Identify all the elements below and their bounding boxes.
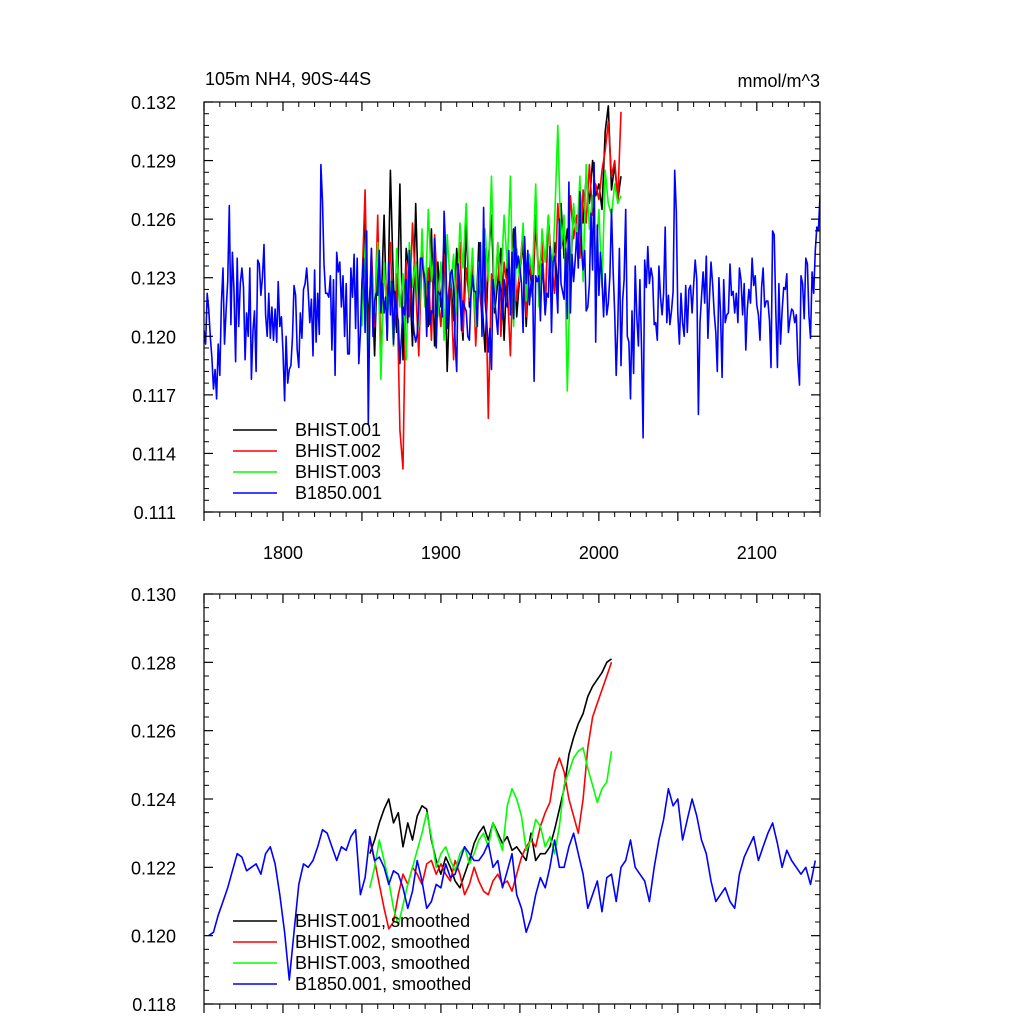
y-tick-label: 0.124: [131, 790, 176, 810]
series-group: [208, 658, 817, 981]
y-tick-label: 0.120: [131, 927, 176, 947]
legend-label: BHIST.002, smoothed: [295, 932, 470, 952]
legend-label: BHIST.001: [295, 420, 381, 440]
y-tick-label: 0.132: [131, 93, 176, 113]
units-label: mmol/m^3: [738, 71, 820, 91]
x-tick-label: 2100: [737, 543, 777, 563]
series-line-2: [369, 746, 613, 927]
y-tick-label: 0.128: [131, 653, 176, 673]
legend-label: BHIST.003, smoothed: [295, 953, 470, 973]
x-tick-label: 1900: [421, 543, 461, 563]
y-tick-label: 0.126: [131, 210, 176, 230]
y-tick-label: 0.120: [131, 327, 176, 347]
y-tick-label: 0.111: [134, 503, 176, 523]
series-group: [204, 105, 820, 470]
series-line-3: [204, 161, 820, 439]
legend-label: BHIST.002: [295, 441, 381, 461]
legend-label: B1850.001, smoothed: [295, 974, 471, 994]
bottom-panel: 0.118 0.120 0.122 0.124 0.126 0.128 0.130 BHIS…: [131, 585, 821, 1015]
plot-frame: [203, 101, 821, 513]
x-tick-label: 1800: [263, 543, 303, 563]
y-tick-label: 0.114: [132, 444, 176, 464]
legend-label: BHIST.003: [295, 462, 381, 482]
y-tick-label: 0.129: [131, 152, 176, 172]
top-panel: 105m NH4, 90S-44S mmol/m^3 0.1110.1140.1…: [131, 69, 821, 563]
series-line-2: [361, 124, 622, 392]
series-line-3: [208, 787, 817, 981]
y-tick-label: 0.118: [132, 995, 176, 1015]
y-tick-label: 0.122: [131, 858, 176, 878]
axes: 0.111 0.114 0.117 0.120 0.123 0.126 0.129 0.132…: [131, 93, 821, 563]
legend-label: BHIST.001, smoothed: [295, 911, 470, 931]
y-tick-label: 0.130: [131, 585, 176, 605]
legend-label: B1850.001: [295, 483, 382, 503]
y-tick-label: 0.123: [131, 269, 176, 289]
chart-title: 105m NH4, 90S-44S: [205, 69, 371, 89]
x-tick-label: 2000: [579, 543, 619, 563]
y-tick-label: 0.126: [131, 722, 176, 742]
y-tick-label: 0.117: [132, 386, 176, 406]
axes: 0.118 0.120 0.122 0.124 0.126 0.128 0.130: [131, 585, 821, 1015]
